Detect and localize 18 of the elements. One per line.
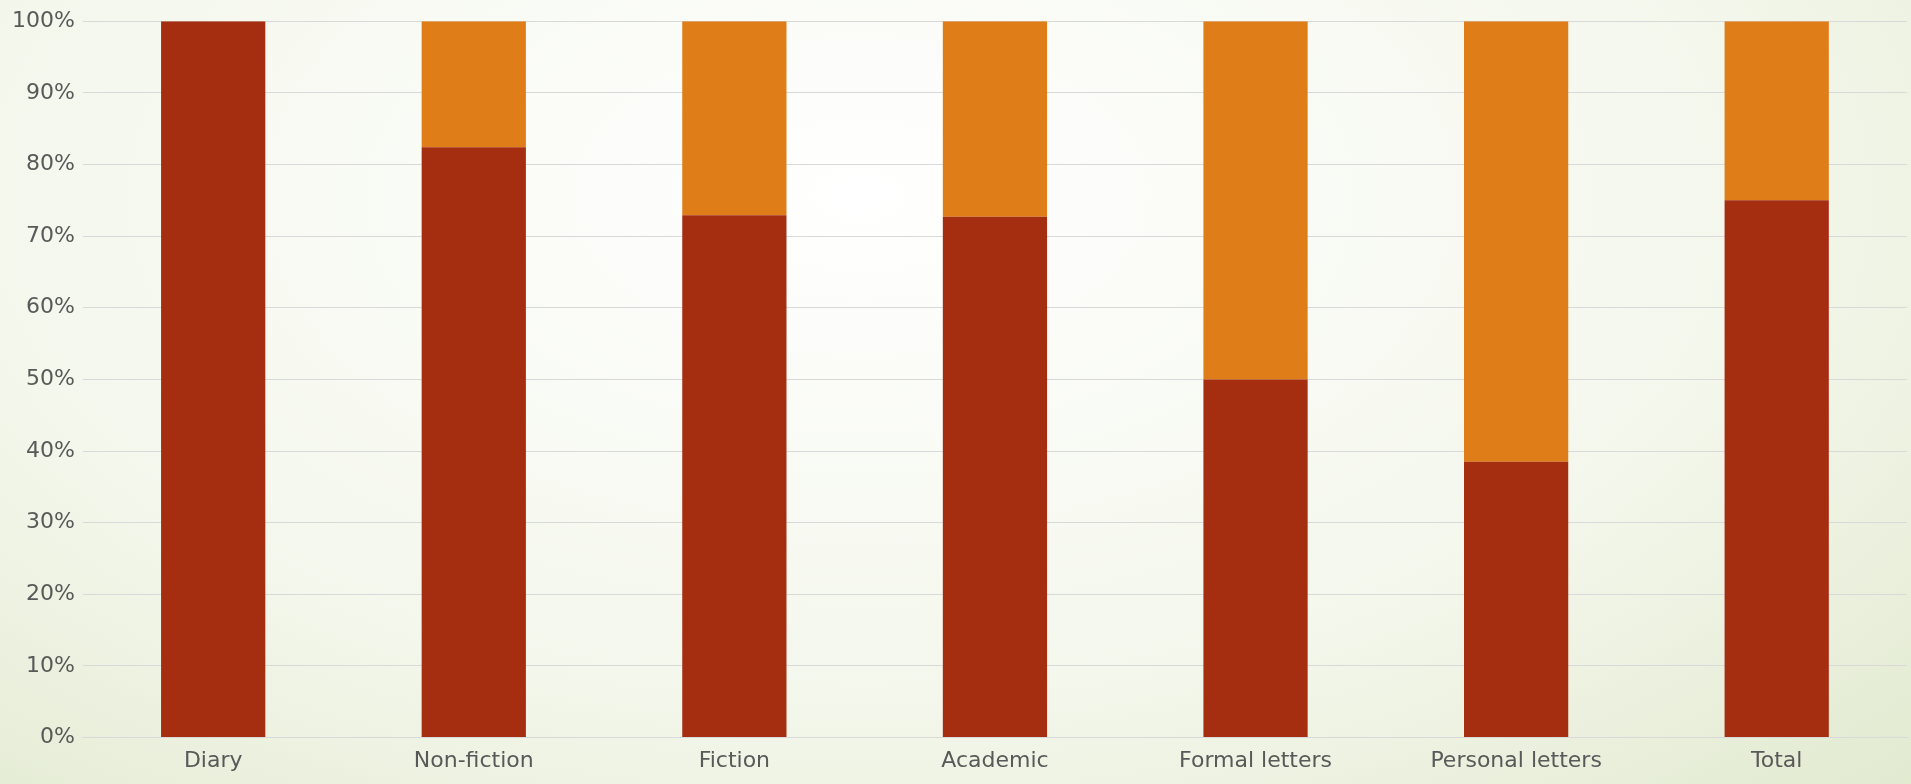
y-tick-label: 50% (25, 365, 75, 391)
y-tick-label: 90% (25, 78, 75, 104)
y-tick-label: 40% (25, 436, 75, 462)
y-tick-label: 10% (25, 651, 75, 677)
y-tick-label: 60% (25, 293, 75, 319)
x-tick-label: Fiction (698, 746, 771, 772)
y-tick-label: 30% (25, 508, 75, 534)
y-tick-label: 70% (25, 221, 75, 247)
y-tick-label: 0% (39, 723, 75, 749)
x-tick-label: Non-fiction (413, 746, 534, 772)
x-tick-label: Total (1750, 746, 1803, 772)
y-tick-label: 100% (11, 6, 75, 32)
y-tick-label: 80% (25, 150, 75, 176)
x-tick-label: Formal letters (1179, 746, 1333, 772)
y-tick-label: 20% (25, 580, 75, 606)
x-tick-label: Diary (183, 746, 243, 772)
x-tick-label: Academic (941, 746, 1049, 772)
x-tick-label: Personal letters (1430, 746, 1602, 772)
